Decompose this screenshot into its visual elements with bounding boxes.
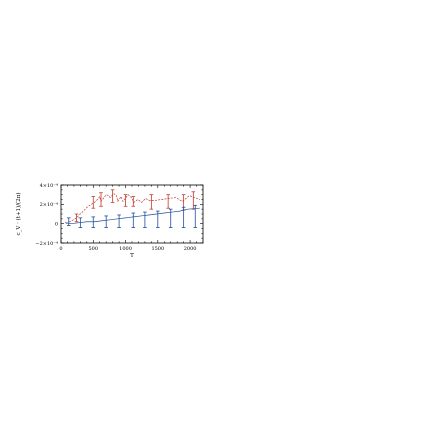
y-tick-label: −2×10⁻⁴ [35,241,58,247]
error-bar [91,196,96,209]
series-lines-layer [64,193,200,225]
series-line [65,193,200,224]
series-line [64,207,200,225]
error-bar [66,217,71,227]
error-bar [74,213,79,223]
x-tick-label: 1000 [119,246,132,252]
x-tick-label: 2000 [184,246,197,252]
error-bar [123,194,128,207]
x-tick-label: 500 [88,246,98,252]
plot-frame [60,184,204,244]
error-bars-layer [66,189,198,228]
error-bar [104,215,108,228]
x-tick-label: 0 [59,246,62,252]
error-bar [143,211,147,228]
error-bar [99,192,103,207]
y-axis-label: c_V · (t+1)/(2π) [15,193,22,236]
y-tick-label: 0 [55,221,58,227]
x-axis-label: T [130,253,134,259]
error-bar [149,194,154,210]
error-bar [191,191,196,210]
error-bar [181,206,186,228]
x-tick-label: 1500 [151,246,164,252]
error-bar [117,214,121,228]
ticks-layer: 0 500 1000 1500 2000−2×10⁻⁴02×10⁻⁴4×10⁻⁴ [35,183,204,252]
y-tick-label: 2×10⁻⁴ [40,202,58,208]
error-bar [166,194,170,209]
error-bar [110,189,115,203]
error-bar [131,212,136,228]
error-bar [193,204,198,228]
y-tick-label: 4×10⁻⁴ [40,183,58,189]
error-bar [131,196,136,207]
error-bar [91,216,96,228]
